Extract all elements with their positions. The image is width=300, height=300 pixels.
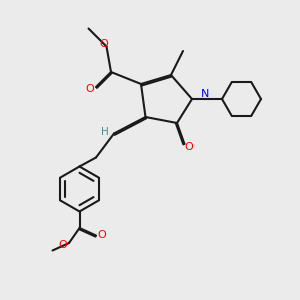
Text: H: H [101, 127, 109, 137]
Text: O: O [99, 38, 108, 49]
Text: O: O [85, 84, 94, 94]
Text: O: O [58, 240, 68, 250]
Text: O: O [184, 142, 194, 152]
Text: N: N [201, 88, 210, 99]
Text: O: O [98, 230, 106, 241]
